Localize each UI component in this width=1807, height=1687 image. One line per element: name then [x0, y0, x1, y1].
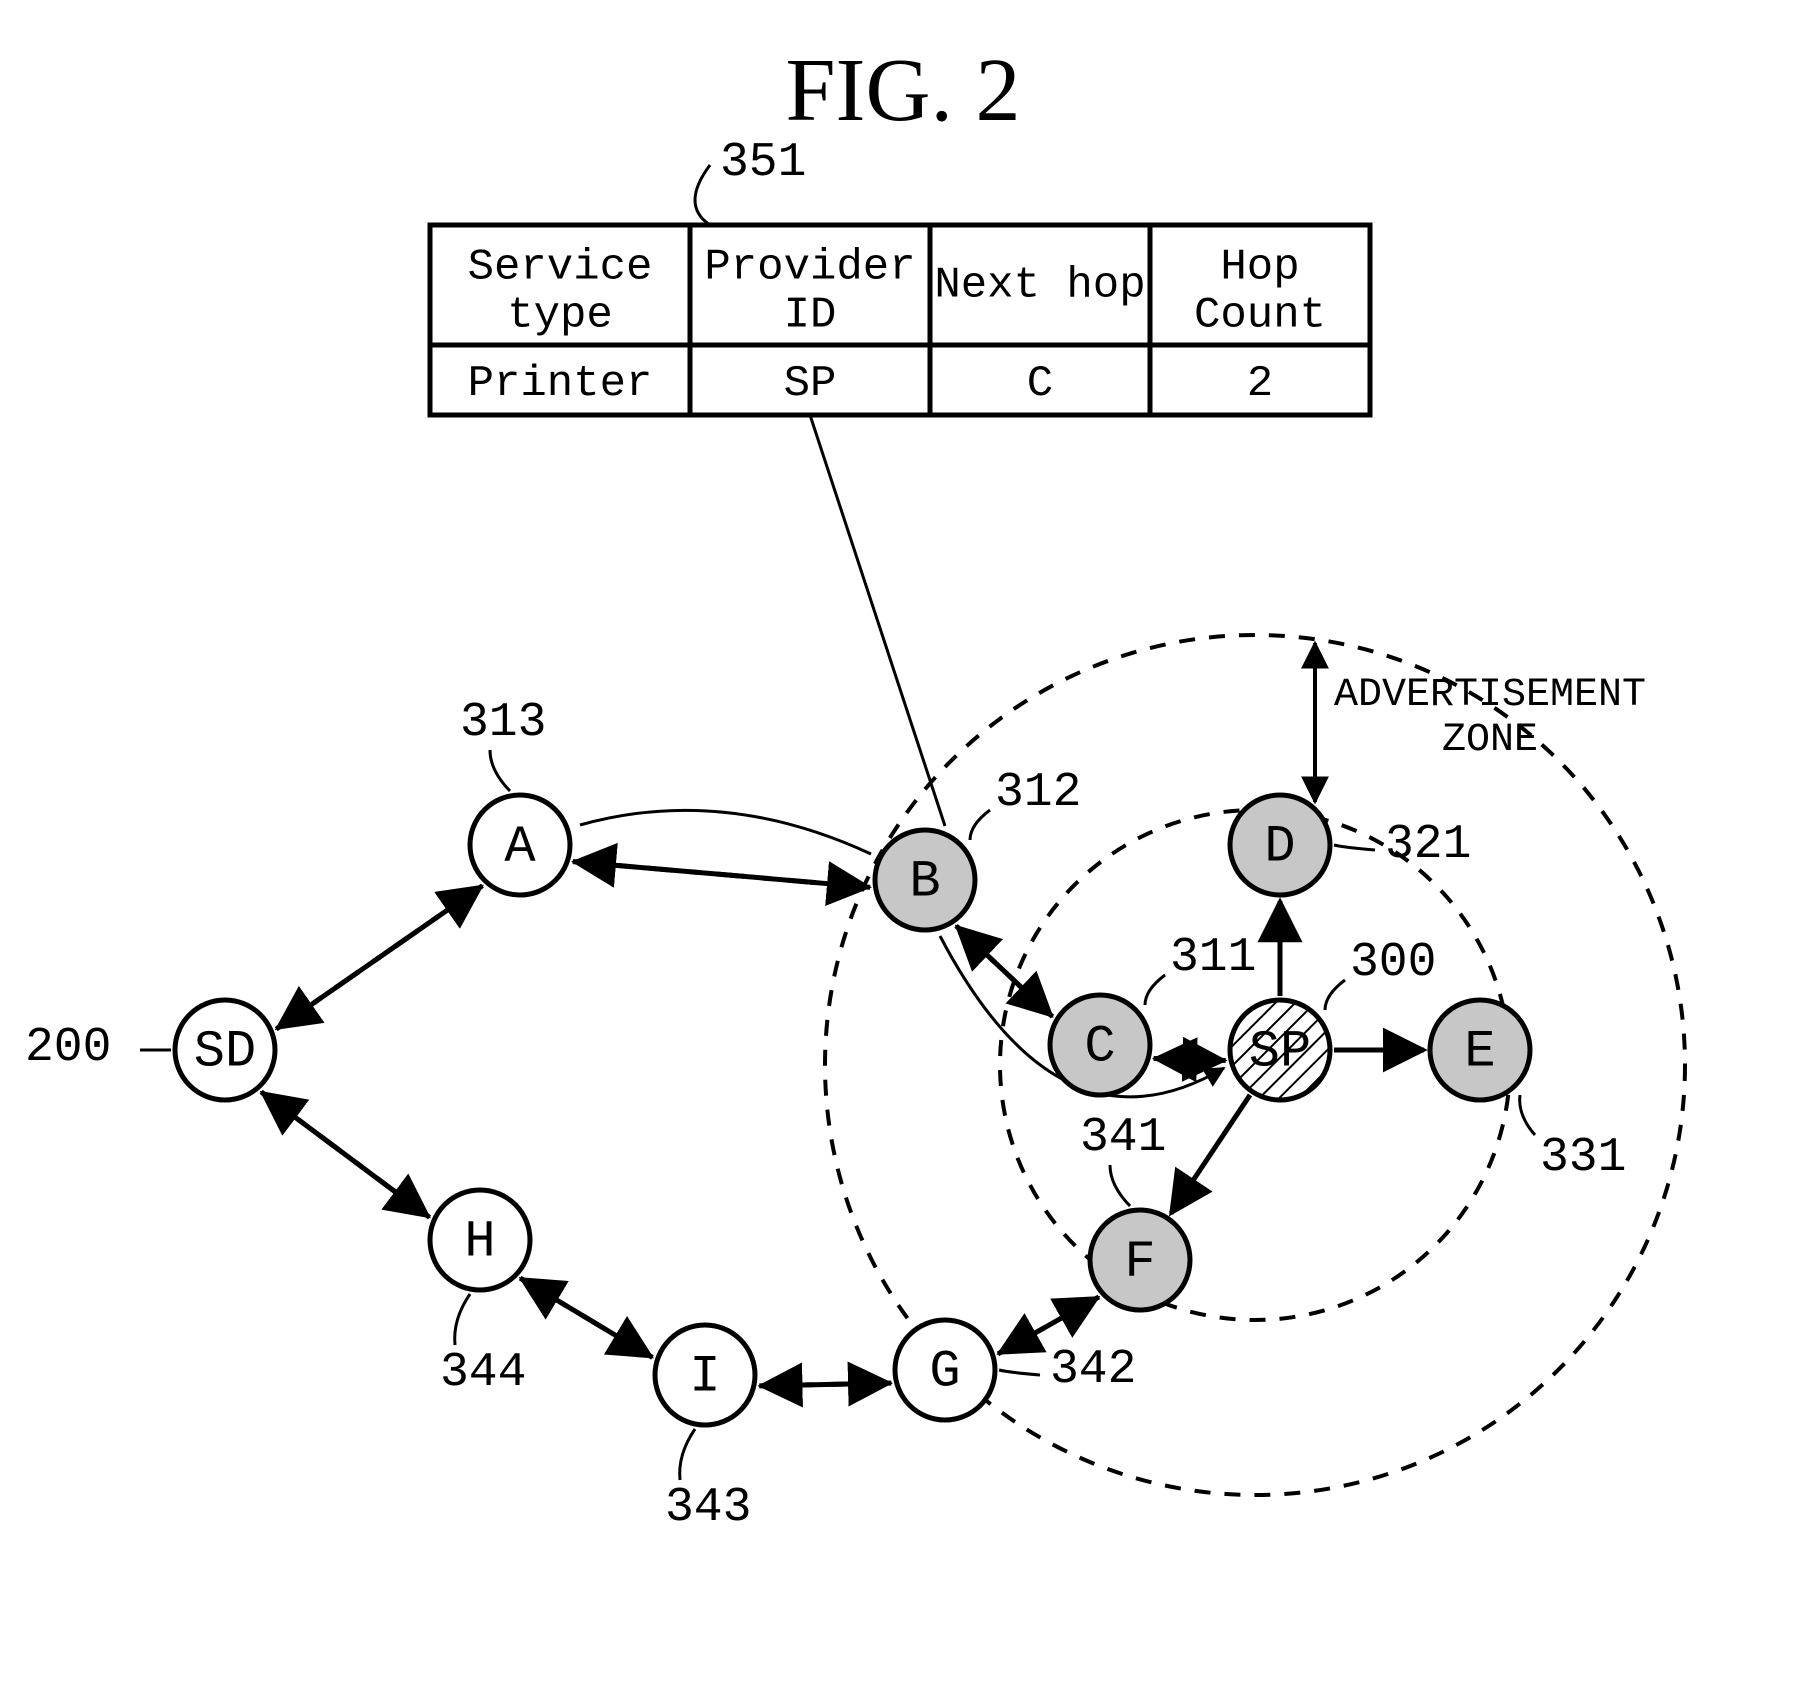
zone-label: ZONE: [1442, 718, 1538, 763]
table-header: ID: [784, 291, 837, 341]
svg-text:B: B: [909, 853, 940, 912]
svg-text:A: A: [504, 818, 536, 877]
node-sd: SD 200: [25, 1000, 275, 1100]
zone-label: ADVERTISEMENT: [1334, 673, 1646, 718]
figure-canvas: FIG. 2351ServicetypePrinterProviderIDSPN…: [0, 0, 1807, 1687]
svg-text:G: G: [929, 1343, 960, 1402]
node-b: B 312: [875, 766, 1081, 930]
node-ref-b: 312: [995, 766, 1081, 820]
node-a: A 313: [460, 696, 570, 895]
node-ref-c: 311: [1170, 931, 1256, 985]
node-c: C 311: [1050, 931, 1256, 1095]
node-sp: SP 300: [1230, 936, 1436, 1100]
node-e: E 331: [1430, 1000, 1626, 1185]
table-cell: 2: [1247, 359, 1273, 409]
node-d: D 321: [1230, 795, 1471, 895]
table-cell: C: [1027, 359, 1053, 409]
svg-text:D: D: [1264, 818, 1295, 877]
table-ref-leader: [695, 165, 710, 225]
svg-text:SD: SD: [194, 1023, 256, 1082]
node-ref-leader: [1520, 1095, 1535, 1135]
svg-text:H: H: [464, 1213, 495, 1272]
table-header: Provider: [704, 243, 915, 293]
table-header: Hop: [1220, 243, 1299, 293]
node-ref-leader: [1145, 975, 1165, 1005]
figure-title: FIG. 2: [785, 41, 1020, 140]
table-header: type: [507, 291, 613, 341]
svg-text:F: F: [1124, 1233, 1155, 1292]
node-ref-leader: [970, 810, 990, 840]
node-ref-leader: [999, 1370, 1040, 1375]
table-header: Next hop: [934, 261, 1145, 311]
leader-table-to-b: [810, 415, 945, 826]
node-ref-f: 341: [1080, 1111, 1166, 1165]
node-ref-leader: [1110, 1165, 1130, 1206]
node-ref-i: 343: [665, 1481, 751, 1535]
svg-text:I: I: [689, 1348, 720, 1407]
node-ref-g: 342: [1050, 1343, 1136, 1397]
svg-text:C: C: [1084, 1018, 1115, 1077]
node-ref-e: 331: [1540, 1131, 1626, 1185]
node-ref-sp: 300: [1350, 936, 1436, 990]
node-ref-d: 321: [1385, 818, 1471, 872]
node-ref-h: 344: [440, 1346, 526, 1400]
edge-solid-A-SD: [278, 886, 483, 1028]
node-ref-leader: [490, 750, 510, 791]
node-i: I 343: [655, 1325, 755, 1535]
svg-text:SP: SP: [1249, 1023, 1311, 1082]
table-ref: 351: [720, 136, 806, 190]
node-ref-leader: [1325, 980, 1345, 1010]
node-ref-sd: 200: [25, 1021, 111, 1075]
table-header: Count: [1194, 291, 1326, 341]
node-ref-leader: [455, 1294, 470, 1345]
thin-curve-b-to-a: [580, 810, 871, 854]
node-g: G 342: [895, 1320, 1136, 1420]
edge-solid-H-SD: [263, 1093, 430, 1217]
routing-table: 351 Servicetype Printer ProviderID SP Next ho…: [430, 136, 1370, 415]
node-h: H 344: [430, 1190, 530, 1400]
node-ref-leader: [680, 1429, 695, 1480]
table-cell: SP: [784, 359, 837, 409]
edge-solid-SP-F: [1171, 1095, 1250, 1213]
table-cell: Printer: [468, 359, 653, 409]
node-ref-leader: [1334, 845, 1375, 850]
node-ref-a: 313: [460, 696, 546, 750]
table-header: Service: [468, 243, 653, 293]
svg-text:E: E: [1464, 1023, 1495, 1082]
